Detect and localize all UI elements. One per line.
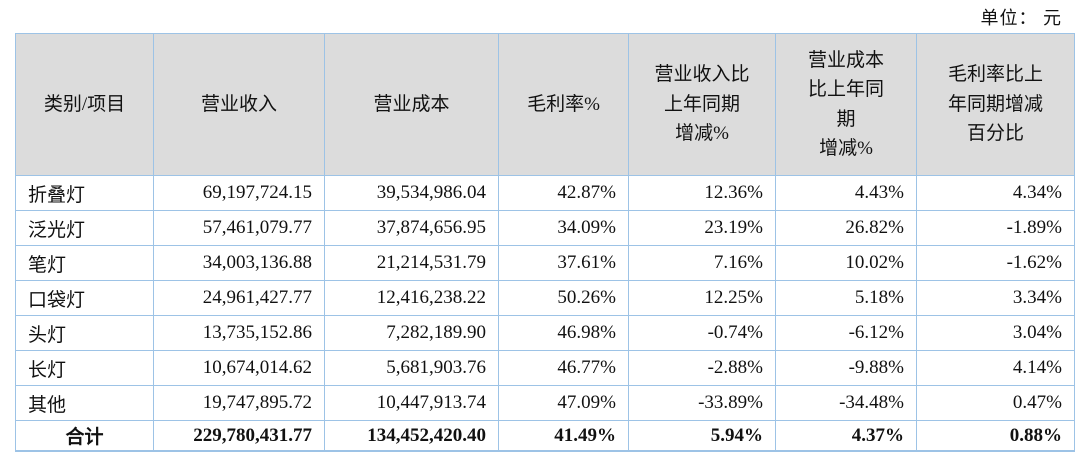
cell-revenue: 19,747,895.72 (153, 385, 325, 421)
header-gross-margin: 毛利率% (498, 33, 629, 176)
cell-cost-yoy-change: 4.43% (775, 175, 917, 211)
cell-category: 口袋灯 (15, 280, 154, 316)
cell-revenue: 57,461,079.77 (153, 210, 325, 246)
cell-revenue-total: 229,780,431.77 (153, 420, 325, 452)
table-row: 其他 19,747,895.72 10,447,913.74 47.09% -3… (15, 385, 1075, 421)
cell-cost-yoy-change: -6.12% (775, 315, 917, 351)
cell-gross-margin-total: 41.49% (498, 420, 629, 452)
cell-margin-yoy-change: 4.34% (916, 175, 1075, 211)
cell-cost: 37,874,656.95 (324, 210, 499, 246)
cell-category: 其他 (15, 385, 154, 421)
cell-margin-yoy-change: 3.34% (916, 280, 1075, 316)
total-row: 合计 229,780,431.77 134,452,420.40 41.49% … (15, 420, 1075, 452)
cell-category: 笔灯 (15, 245, 154, 281)
unit-label: 单位： 元 (980, 8, 1062, 28)
cell-margin-yoy-change-total: 0.88% (916, 420, 1075, 452)
cell-margin-yoy-change: -1.89% (916, 210, 1075, 246)
cell-revenue-yoy-change: 23.19% (628, 210, 776, 246)
cell-revenue: 10,674,014.62 (153, 350, 325, 386)
table-row: 笔灯 34,003,136.88 21,214,531.79 37.61% 7.… (15, 245, 1075, 281)
cell-margin-yoy-change: 4.14% (916, 350, 1075, 386)
table-row: 折叠灯 69,197,724.15 39,534,986.04 42.87% 1… (15, 175, 1075, 211)
header-cost-yoy-change: 营业成本 比上年同 期 增减% (775, 33, 917, 176)
cell-margin-yoy-change: -1.62% (916, 245, 1075, 281)
cell-revenue: 24,961,427.77 (153, 280, 325, 316)
cell-gross-margin: 46.98% (498, 315, 629, 351)
header-margin-yoy-change: 毛利率比上 年同期增减 百分比 (916, 33, 1075, 176)
header-row: 类别/项目 营业收入 营业成本 毛利率% 营业收入比 上年同期 增减% 营业成本… (15, 33, 1075, 176)
cell-cost-total: 134,452,420.40 (324, 420, 499, 452)
cell-gross-margin: 37.61% (498, 245, 629, 281)
cell-gross-margin: 46.77% (498, 350, 629, 386)
cell-cost-yoy-change: -9.88% (775, 350, 917, 386)
cell-category: 长灯 (15, 350, 154, 386)
cell-cost: 5,681,903.76 (324, 350, 499, 386)
cell-margin-yoy-change: 3.04% (916, 315, 1075, 351)
cell-revenue-yoy-change: 12.25% (628, 280, 776, 316)
cell-gross-margin: 50.26% (498, 280, 629, 316)
cell-category: 头灯 (15, 315, 154, 351)
cell-cost: 39,534,986.04 (324, 175, 499, 211)
header-cost: 营业成本 (324, 33, 499, 176)
cell-margin-yoy-change: 0.47% (916, 385, 1075, 421)
cell-gross-margin: 42.87% (498, 175, 629, 211)
cell-revenue: 69,197,724.15 (153, 175, 325, 211)
cell-cost-yoy-change: -34.48% (775, 385, 917, 421)
cell-gross-margin: 47.09% (498, 385, 629, 421)
cell-revenue-yoy-change: 7.16% (628, 245, 776, 281)
cell-revenue-yoy-change: -0.74% (628, 315, 776, 351)
cell-cost: 12,416,238.22 (324, 280, 499, 316)
cell-gross-margin: 34.09% (498, 210, 629, 246)
cell-cost-yoy-change: 26.82% (775, 210, 917, 246)
cell-cost: 21,214,531.79 (324, 245, 499, 281)
cell-category: 折叠灯 (15, 175, 154, 211)
cell-category-total: 合计 (15, 420, 154, 452)
table-row: 泛光灯 57,461,079.77 37,874,656.95 34.09% 2… (15, 210, 1075, 246)
cell-revenue-yoy-change: -2.88% (628, 350, 776, 386)
header-category: 类别/项目 (15, 33, 154, 176)
table-row: 头灯 13,735,152.86 7,282,189.90 46.98% -0.… (15, 315, 1075, 351)
cell-cost-yoy-change: 5.18% (775, 280, 917, 316)
cell-cost: 10,447,913.74 (324, 385, 499, 421)
table-row: 口袋灯 24,961,427.77 12,416,238.22 50.26% 1… (15, 280, 1075, 316)
cell-revenue: 13,735,152.86 (153, 315, 325, 351)
header-revenue: 营业收入 (153, 33, 325, 176)
cell-category: 泛光灯 (15, 210, 154, 246)
table-row: 长灯 10,674,014.62 5,681,903.76 46.77% -2.… (15, 350, 1075, 386)
header-revenue-yoy-change: 营业收入比 上年同期 增减% (628, 33, 776, 176)
cell-revenue-yoy-change: 12.36% (628, 175, 776, 211)
revenue-by-category-table: 类别/项目 营业收入 营业成本 毛利率% 营业收入比 上年同期 增减% 营业成本… (15, 33, 1075, 452)
cell-revenue-yoy-change-total: 5.94% (628, 420, 776, 452)
cell-revenue: 34,003,136.88 (153, 245, 325, 281)
cell-cost: 7,282,189.90 (324, 315, 499, 351)
cell-revenue-yoy-change: -33.89% (628, 385, 776, 421)
cell-cost-yoy-change-total: 4.37% (775, 420, 917, 452)
cell-cost-yoy-change: 10.02% (775, 245, 917, 281)
